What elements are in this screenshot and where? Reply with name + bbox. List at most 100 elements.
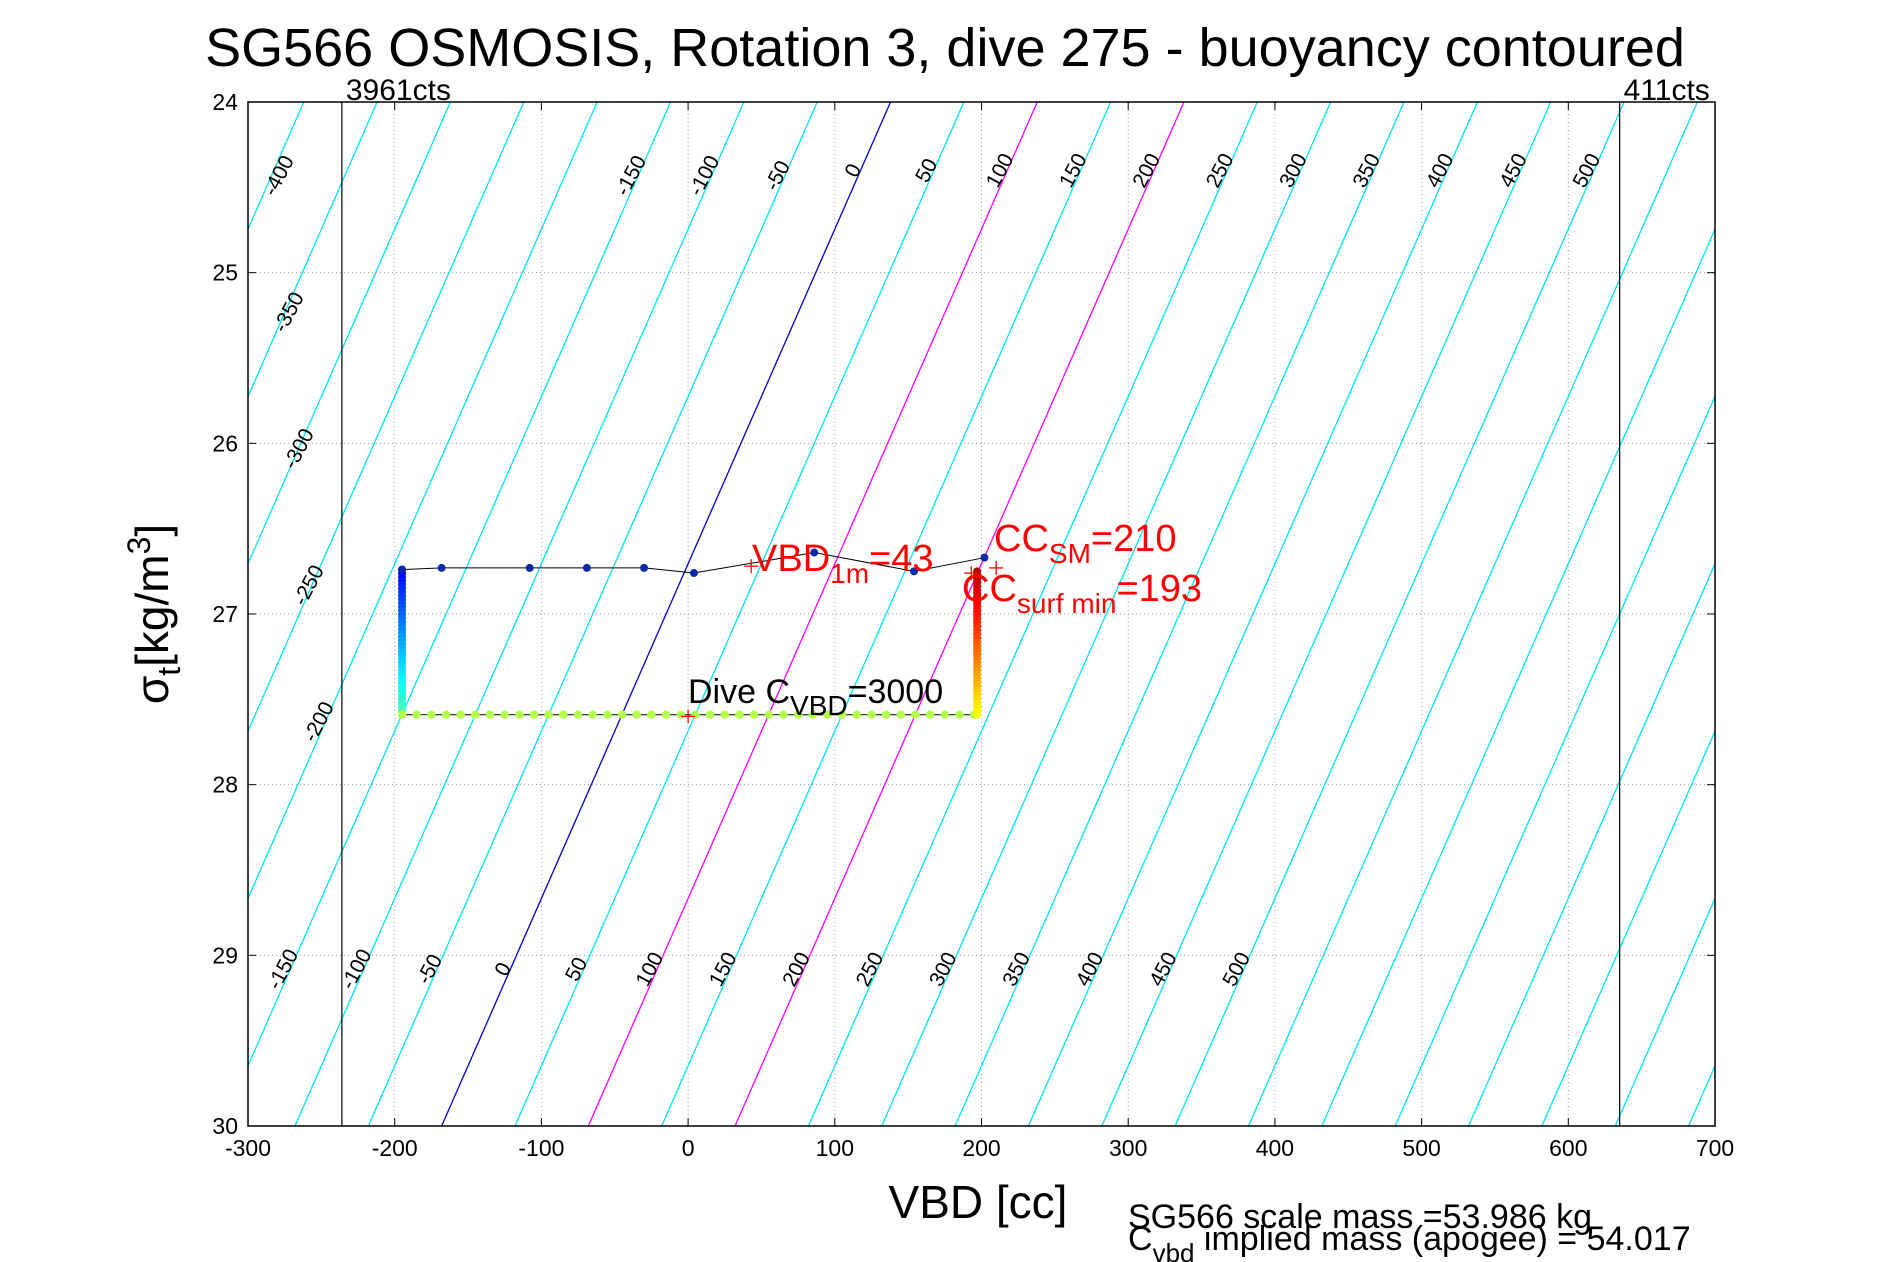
dive-point — [632, 710, 641, 719]
contour-line — [248, 102, 525, 733]
contour-line — [807, 102, 1258, 1126]
y-axis-label: σt[kg/m3] — [121, 524, 187, 704]
dive-point — [955, 710, 964, 719]
dive-point — [500, 710, 509, 719]
dive-path — [397, 548, 1004, 724]
dive-point — [529, 710, 539, 719]
dive-point — [397, 710, 407, 719]
contour-label: 50 — [911, 155, 942, 186]
contour-line — [294, 102, 745, 1126]
y-tick-label: 27 — [212, 601, 238, 627]
contour-line — [514, 102, 965, 1126]
x-tick-label: 200 — [962, 1135, 1000, 1161]
grid — [247, 101, 1716, 1127]
contour-label: 50 — [561, 954, 592, 985]
contour-line — [1541, 729, 1715, 1126]
y-tick-label: 26 — [212, 430, 238, 456]
contour-label: -300 — [279, 425, 319, 473]
dive-point — [808, 710, 817, 719]
x-tick-label: -100 — [518, 1135, 564, 1161]
annotation-ccsurf: CCsurf min=193 — [962, 568, 1202, 619]
annotation-dive-cvbd: Dive CVBD=3000 — [688, 673, 943, 721]
y-axis-label-close: ] — [126, 524, 178, 537]
contour-line — [587, 102, 1038, 1126]
surface-point — [640, 563, 649, 572]
dive-point — [779, 710, 788, 719]
x-tick-label: 500 — [1402, 1135, 1440, 1161]
dive-point — [925, 710, 935, 719]
dive-point — [617, 710, 627, 719]
dive-point — [896, 710, 906, 719]
dive-point — [881, 710, 891, 719]
contour-line — [881, 102, 1332, 1126]
surface-point — [910, 567, 919, 576]
contour-label: -50 — [761, 157, 796, 195]
annotation-vbd1m: VBD1m=43 — [752, 538, 934, 589]
contour-label: -250 — [289, 561, 329, 609]
contour-line — [1762, 102, 1891, 1126]
axis-ticks: -300 -200 -100 0 100 200 300 400 500 600 700242526… — [212, 89, 1734, 1161]
contour-line — [1027, 102, 1478, 1126]
dive-point — [573, 710, 583, 719]
contour-line — [1101, 102, 1552, 1126]
x-tick-label: 0 — [682, 1135, 695, 1161]
dive-point — [720, 710, 729, 719]
dive-point — [427, 710, 436, 719]
x-tick-label: 300 — [1109, 1135, 1147, 1161]
y-tick-label: 28 — [212, 772, 238, 798]
contour-line — [1467, 562, 1715, 1126]
svg-text:σt[kg/m3]: σt[kg/m3] — [121, 524, 187, 704]
dive-point — [544, 710, 553, 719]
contour-label: 0 — [840, 160, 866, 181]
surface-point — [525, 563, 534, 572]
x-tick-label: 600 — [1549, 1135, 1587, 1161]
dive-point — [661, 710, 671, 719]
annotation-ccsm: CCSM=210 — [994, 518, 1176, 569]
contour-label: -400 — [259, 152, 299, 200]
dive-point — [456, 710, 465, 719]
dive-point — [764, 710, 773, 719]
contour-line — [0, 102, 10, 1126]
surface-point — [437, 563, 446, 572]
dive-point — [471, 710, 480, 719]
y-axis-label-unit: [kg/m — [126, 554, 178, 666]
contour-line — [248, 102, 452, 566]
surface-point — [810, 548, 819, 557]
dive-point — [647, 710, 656, 719]
surface-point — [689, 569, 698, 578]
contour-label: 0 — [490, 959, 516, 980]
contour-line — [954, 102, 1405, 1126]
dive-point — [940, 710, 950, 719]
surface-point — [582, 563, 591, 572]
y-tick-label: 24 — [212, 89, 238, 115]
x-tick-label: 700 — [1696, 1135, 1734, 1161]
dive-point — [691, 710, 700, 719]
x-axis-label: VBD [cc] — [889, 1176, 1068, 1228]
dive-point — [867, 710, 876, 719]
dive-point — [441, 710, 451, 719]
footer-implied-mass: Cvbd implied mass (apogee) = 54.017 — [1128, 1220, 1691, 1262]
contour-line — [1247, 102, 1698, 1126]
dive-point — [735, 710, 744, 719]
contour-line — [248, 102, 598, 901]
contour-line — [248, 102, 378, 399]
contour-line — [441, 102, 892, 1126]
surface-point — [398, 565, 407, 574]
x-tick-label: -300 — [225, 1135, 271, 1161]
contour-line — [1321, 227, 1715, 1126]
contour-label: -50 — [413, 951, 448, 989]
contour-line — [661, 102, 1112, 1126]
contour-line — [1174, 102, 1625, 1126]
y-axis-label-sup: 3 — [121, 537, 157, 555]
y-axis-label-sigma: σ — [126, 676, 178, 704]
dive-point — [837, 710, 847, 719]
contour-lines — [0, 102, 1891, 1126]
x-tick-label: 400 — [1256, 1135, 1294, 1161]
dive-point — [852, 710, 862, 719]
x-tick-label: 100 — [816, 1135, 854, 1161]
y-tick-label: 29 — [212, 942, 238, 968]
dive-point — [793, 710, 803, 719]
contour-line — [0, 102, 230, 1126]
dive-point — [749, 710, 759, 719]
